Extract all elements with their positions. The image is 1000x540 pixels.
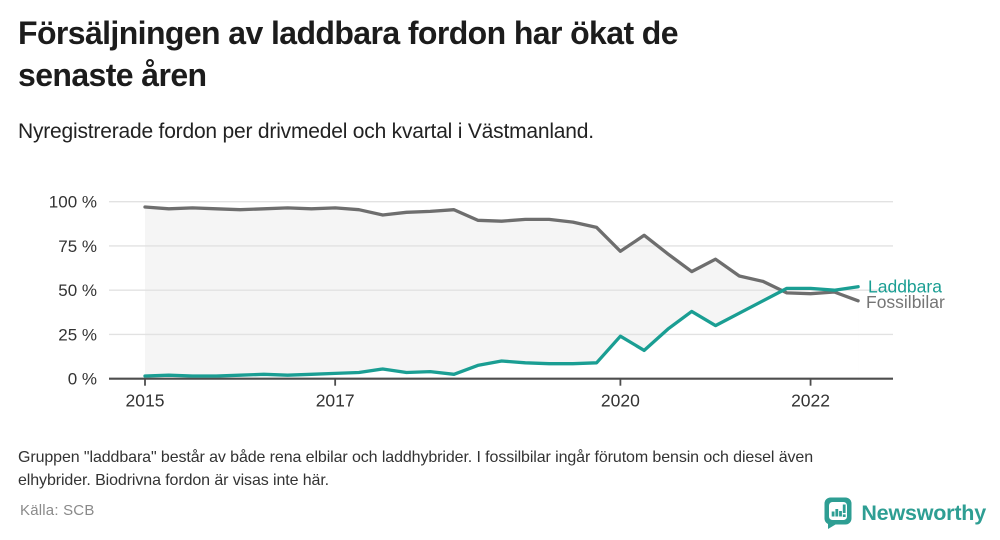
footnote-line-2: elhybrider. Biodrivna fordon är visas in… [18, 472, 330, 489]
title-line-1: Försäljningen av laddbara fordon har öka… [18, 15, 679, 51]
x-axis-label-2017: 2017 [316, 391, 355, 411]
title-line-2: senaste åren [18, 57, 207, 93]
footnote-line-1: Gruppen "laddbara" består av både rena e… [18, 449, 814, 466]
newsworthy-logo[interactable]: Newsworthy [823, 496, 986, 530]
x-axis-label-2022: 2022 [791, 391, 830, 411]
y-axis-label-50: 50 % [58, 281, 97, 300]
fossilbilar-line [143, 205, 860, 303]
y-axis-label-0: 0 % [68, 370, 97, 389]
source-label: Källa: SCB [20, 502, 95, 519]
y-axis-label-75: 75 % [58, 237, 97, 256]
chart-subtitle: Nyregistrerade fordon per drivmedel och … [18, 120, 594, 143]
laddbara-area-mask [145, 286, 859, 379]
x-axis-label-2015: 2015 [126, 391, 165, 411]
page-title: Försäljningen av laddbara fordon har öka… [18, 12, 679, 96]
laddbara-line [143, 285, 860, 378]
x-axis-label-2020: 2020 [601, 391, 640, 411]
footnote: Gruppen "laddbara" består av både rena e… [18, 446, 813, 492]
newsworthy-icon [824, 497, 852, 529]
y-axis-label-25: 25 % [58, 325, 97, 344]
y-axis-label-100: 100 % [49, 193, 97, 212]
newsworthy-wordmark: Newsworthy [861, 500, 986, 525]
fossilbilar-label: Fossilbilar [866, 292, 945, 312]
laddbara-label: Laddbara [868, 277, 942, 297]
